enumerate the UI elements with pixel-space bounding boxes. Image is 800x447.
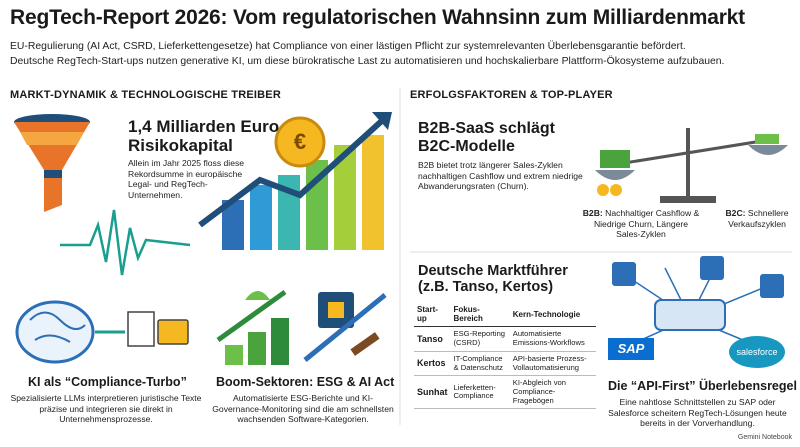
leaders-title-line: Deutsche Marktführer <box>418 263 568 279</box>
funding-title: 1,4 Milliarden Euro Risikokapital <box>128 117 280 155</box>
scale-b2b-label: B2B: Nachhaltiger Cashflow & Niedrige Ch… <box>582 208 700 240</box>
b2b-title-line: B2B-SaaS schlägt <box>418 120 555 137</box>
subtitle: EU-Regulierung (AI Act, CSRD, Lieferkett… <box>10 41 686 52</box>
table-body: Tanso ESG-Reporting (CSRD) Automatisierte … <box>414 326 596 410</box>
table-cell: Sunhat <box>414 375 451 410</box>
table-cell: Tanso <box>414 326 451 352</box>
table-header: Start-up <box>414 302 451 328</box>
boom-icon <box>216 289 387 365</box>
funding-text: Allein im Jahr 2025 floss diese Rekordsu… <box>128 158 245 201</box>
funding-title-line: Risikokapital <box>128 135 233 155</box>
label-text: Schnellere Verkaufszyklen <box>728 208 789 229</box>
api-title: Die “API-First” Überlebensregel <box>608 379 797 393</box>
scale-b2c-label: B2C: Schnellere Verkaufszyklen <box>718 208 796 229</box>
logo-sap: SAP <box>618 341 645 356</box>
label-key: B2B: <box>582 208 603 218</box>
leaders-title: Deutsche Marktführer (z.B. Tanso, Kertos… <box>418 263 568 296</box>
table-cell: Automatisierte Emissions-Workflows <box>509 326 596 352</box>
table-cell: Kertos <box>414 351 451 377</box>
waveform-icon <box>60 209 191 276</box>
footer: Gemini Notebook <box>737 434 792 441</box>
label-text: Nachhaltiger Cashflow & Niedrige Churn, … <box>593 208 700 240</box>
growth-chart-icon <box>198 112 392 250</box>
b2b-title: B2B-SaaS schlägt B2C-Modelle <box>418 120 555 155</box>
b2b-text: B2B bietet trotz längerer Sales-Zyklen n… <box>418 160 583 192</box>
table-row: Tanso ESG-Reporting (CSRD) Automatisierte … <box>414 326 596 352</box>
table-row: Kertos IT-Compliance & Datenschutz API-bas… <box>414 351 596 377</box>
label-key: B2C: <box>725 208 746 218</box>
leaders-title-line: (z.B. Tanso, Kertos) <box>418 278 554 295</box>
subtitle: Deutsche RegTech-Start-ups nutzen genera… <box>10 56 725 67</box>
leaders-table: Start-up Fokus-Bereich Kern-Technologie Ta… <box>414 302 596 410</box>
table-cell: API-basierte Prozess-Vollautomatisierung <box>509 351 596 377</box>
ki-text: Spezialisierte LLMs interpretieren juris… <box>10 393 202 425</box>
section-heading: ERFOLGSFAKTOREN & TOP-PLAYER <box>410 89 613 101</box>
funnel-icon <box>14 114 90 212</box>
page-title: RegTech-Report 2026: Vom regulatorischen… <box>10 6 745 29</box>
boom-text: Automatisierte ESG-Berichte und KI-Gover… <box>212 393 394 425</box>
table-cell: Lieferketten-Compliance <box>450 375 510 410</box>
brain-icon <box>15 300 189 364</box>
table-header: Kern-Technologie <box>509 302 596 328</box>
logo-salesforce: salesforce <box>736 347 777 357</box>
ki-title: KI als “Compliance-Turbo” <box>28 375 187 389</box>
b2b-title-line: B2C-Modelle <box>418 137 515 155</box>
network-icon <box>608 256 785 368</box>
table-cell: KI-Abgleich von Compliance-Fragebögen <box>509 375 596 410</box>
coin-symbol: € <box>294 129 306 154</box>
table-header: Fokus-Bereich <box>450 302 510 328</box>
api-text: Eine nahtlose Schnittstellen zu SAP oder… <box>608 397 787 429</box>
table-cell: IT-Compliance & Datenschutz <box>450 351 510 377</box>
table-row: Sunhat Lieferketten-Compliance KI-Abgleich… <box>414 375 596 410</box>
table-header-row: Start-up Fokus-Bereich Kern-Technologie <box>414 302 596 328</box>
section-heading: MARKT-DYNAMIK & TECHNOLOGISCHE TREIBER <box>10 89 281 101</box>
funding-title-line: 1,4 Milliarden Euro <box>128 117 280 136</box>
table-cell: ESG-Reporting (CSRD) <box>450 326 510 352</box>
scale-icon <box>595 128 788 203</box>
boom-title: Boom-Sektoren: ESG & AI Act <box>216 375 395 389</box>
